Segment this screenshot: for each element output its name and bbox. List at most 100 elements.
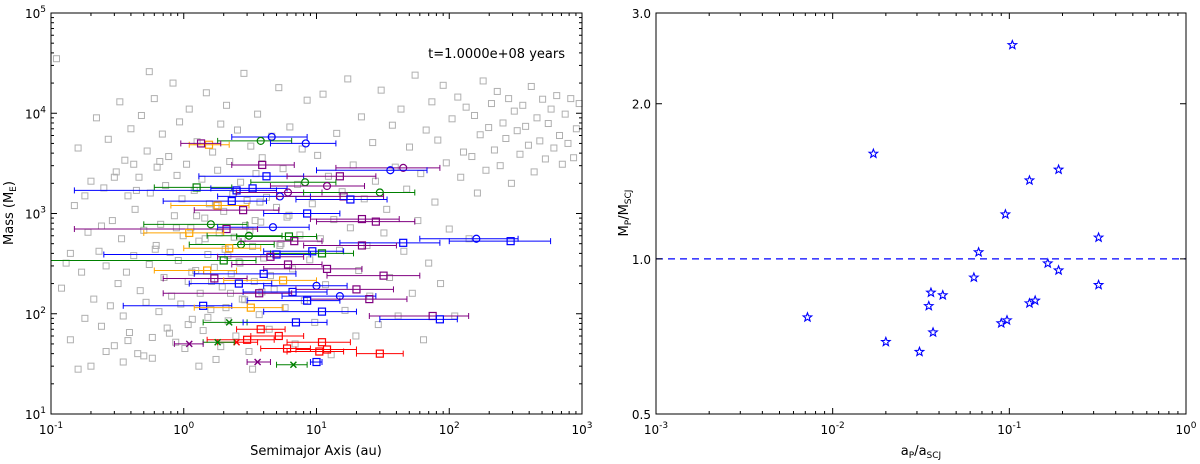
- background-point: [283, 213, 291, 221]
- background-point: [166, 248, 174, 256]
- background-point: [303, 96, 311, 104]
- background-point: [162, 182, 170, 190]
- left-annotation: t=1.0000e+08 years: [428, 47, 565, 62]
- planet-marker: [301, 139, 310, 148]
- background-point: [220, 207, 228, 215]
- background-point: [541, 155, 549, 163]
- planet-marker: [199, 301, 208, 310]
- background-point: [550, 144, 558, 152]
- background-point: [140, 352, 148, 360]
- background-point: [294, 180, 302, 188]
- background-point: [116, 98, 124, 106]
- background-point: [536, 137, 544, 145]
- planet-marker: [317, 249, 327, 258]
- planet-marker: [244, 231, 254, 240]
- background-point: [241, 296, 249, 304]
- planet-marker: [213, 201, 222, 210]
- planet-marker: [204, 140, 214, 149]
- background-point: [510, 107, 518, 115]
- background-point: [201, 214, 209, 222]
- background-point: [87, 362, 95, 370]
- right-y-axis-label: MP/MSCJ: [617, 190, 634, 237]
- background-point: [95, 247, 103, 255]
- planet-marker: [258, 160, 267, 170]
- background-point: [177, 300, 185, 308]
- background-point: [188, 315, 196, 323]
- planet-marker: [225, 318, 233, 326]
- background-point: [184, 321, 192, 329]
- planet-marker: [506, 237, 515, 246]
- planet-marker: [288, 287, 297, 297]
- background-point: [114, 280, 122, 288]
- background-point: [319, 90, 327, 98]
- planet-marker: [290, 237, 299, 246]
- background-point: [232, 332, 240, 340]
- background-point: [181, 345, 189, 353]
- left-x-tick-label: 100: [173, 421, 194, 437]
- background-point: [242, 221, 250, 229]
- background-point: [158, 130, 166, 138]
- background-point: [160, 273, 168, 281]
- background-point: [296, 231, 304, 239]
- background-point: [286, 123, 294, 131]
- planet-marker: [206, 220, 215, 229]
- left-background-points: [52, 55, 583, 373]
- background-point: [214, 166, 222, 174]
- background-point: [291, 340, 299, 348]
- background-point: [169, 79, 177, 87]
- planet-marker: [248, 184, 257, 193]
- background-point: [127, 125, 135, 133]
- background-point: [240, 69, 248, 77]
- planet-marker: [192, 183, 201, 192]
- background-point: [360, 195, 368, 203]
- background-point: [217, 343, 225, 351]
- planet-marker: [308, 247, 317, 256]
- star-point: [968, 271, 980, 283]
- background-point: [212, 355, 220, 363]
- background-point: [165, 153, 173, 161]
- background-point: [193, 212, 201, 220]
- left-y-tick-label: 105: [25, 5, 46, 21]
- background-point: [505, 95, 513, 103]
- background-point: [275, 84, 283, 92]
- planet-marker: [435, 315, 444, 324]
- background-point: [533, 114, 541, 122]
- star-point: [913, 345, 926, 357]
- right-star-points: [801, 38, 1105, 357]
- star-point: [1023, 174, 1036, 186]
- right-plot-border: [655, 12, 1187, 415]
- background-point: [530, 168, 538, 176]
- star-point: [1092, 278, 1105, 290]
- background-point: [490, 146, 498, 154]
- background-point: [207, 306, 215, 314]
- planet-marker: [274, 331, 283, 341]
- background-point: [176, 118, 184, 126]
- background-point: [247, 142, 255, 150]
- background-point: [462, 103, 470, 111]
- background-point: [92, 114, 100, 122]
- background-point: [445, 225, 453, 233]
- planet-marker: [185, 228, 194, 238]
- left-y-tick-label: 104: [25, 105, 46, 121]
- background-point: [243, 196, 251, 204]
- planet-marker: [365, 295, 374, 304]
- planet-marker-stroke: [289, 361, 297, 369]
- left-y-tick-label: 101: [25, 406, 46, 422]
- background-point: [249, 242, 257, 250]
- planet-marker: [352, 285, 361, 294]
- planet-marker: [399, 238, 408, 247]
- background-point: [406, 143, 414, 151]
- right-y-tick-label: 1.0: [632, 253, 651, 267]
- planet-marker: [322, 181, 332, 191]
- background-point: [199, 327, 207, 335]
- planet-marker: [284, 232, 294, 241]
- background-point: [493, 87, 501, 95]
- background-point: [131, 205, 139, 213]
- background-point: [567, 95, 575, 103]
- background-point: [522, 122, 530, 130]
- planet-marker: [375, 349, 384, 358]
- right-x-ticks: 10-3 10-2 10-1 100: [644, 13, 1197, 437]
- background-point: [165, 329, 173, 337]
- planet-marker: [196, 139, 206, 148]
- background-point: [485, 124, 493, 132]
